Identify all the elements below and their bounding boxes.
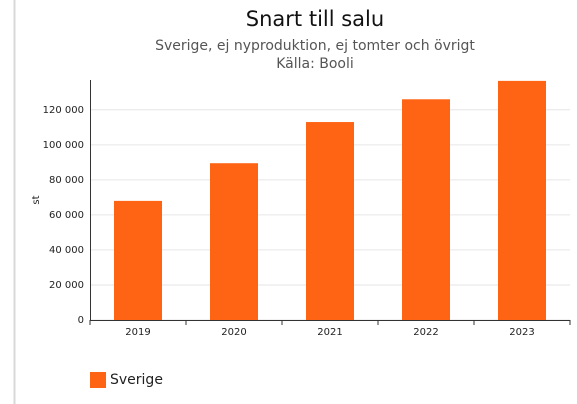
bar xyxy=(498,80,546,320)
x-tick-label: 2019 xyxy=(125,327,150,338)
y-tick-label: 80 000 xyxy=(49,175,84,186)
chart-source: Källa: Booli xyxy=(276,56,354,72)
bar xyxy=(402,99,450,320)
bar xyxy=(210,163,258,320)
chart-subtitle: Sverige, ej nyproduktion, ej tomter och … xyxy=(155,38,475,54)
x-tick-label: 2022 xyxy=(413,327,438,338)
y-tick-label: 0 xyxy=(78,315,84,326)
legend-swatch xyxy=(90,372,106,388)
y-tick-label: 20 000 xyxy=(49,280,84,291)
x-tick-label: 2020 xyxy=(221,327,246,338)
y-tick-label: 40 000 xyxy=(49,245,84,256)
y-tick-label: 60 000 xyxy=(49,210,84,221)
bar xyxy=(114,200,162,320)
y-tick-label: 120 000 xyxy=(43,105,84,116)
x-tick-label: 2023 xyxy=(509,327,534,338)
y-axis-label: st xyxy=(31,195,42,204)
chart-title: Snart till salu xyxy=(246,7,384,31)
bar xyxy=(306,122,354,320)
y-tick-label: 100 000 xyxy=(43,140,84,151)
x-tick-label: 2021 xyxy=(317,327,342,338)
legend-label: Sverige xyxy=(110,372,163,388)
